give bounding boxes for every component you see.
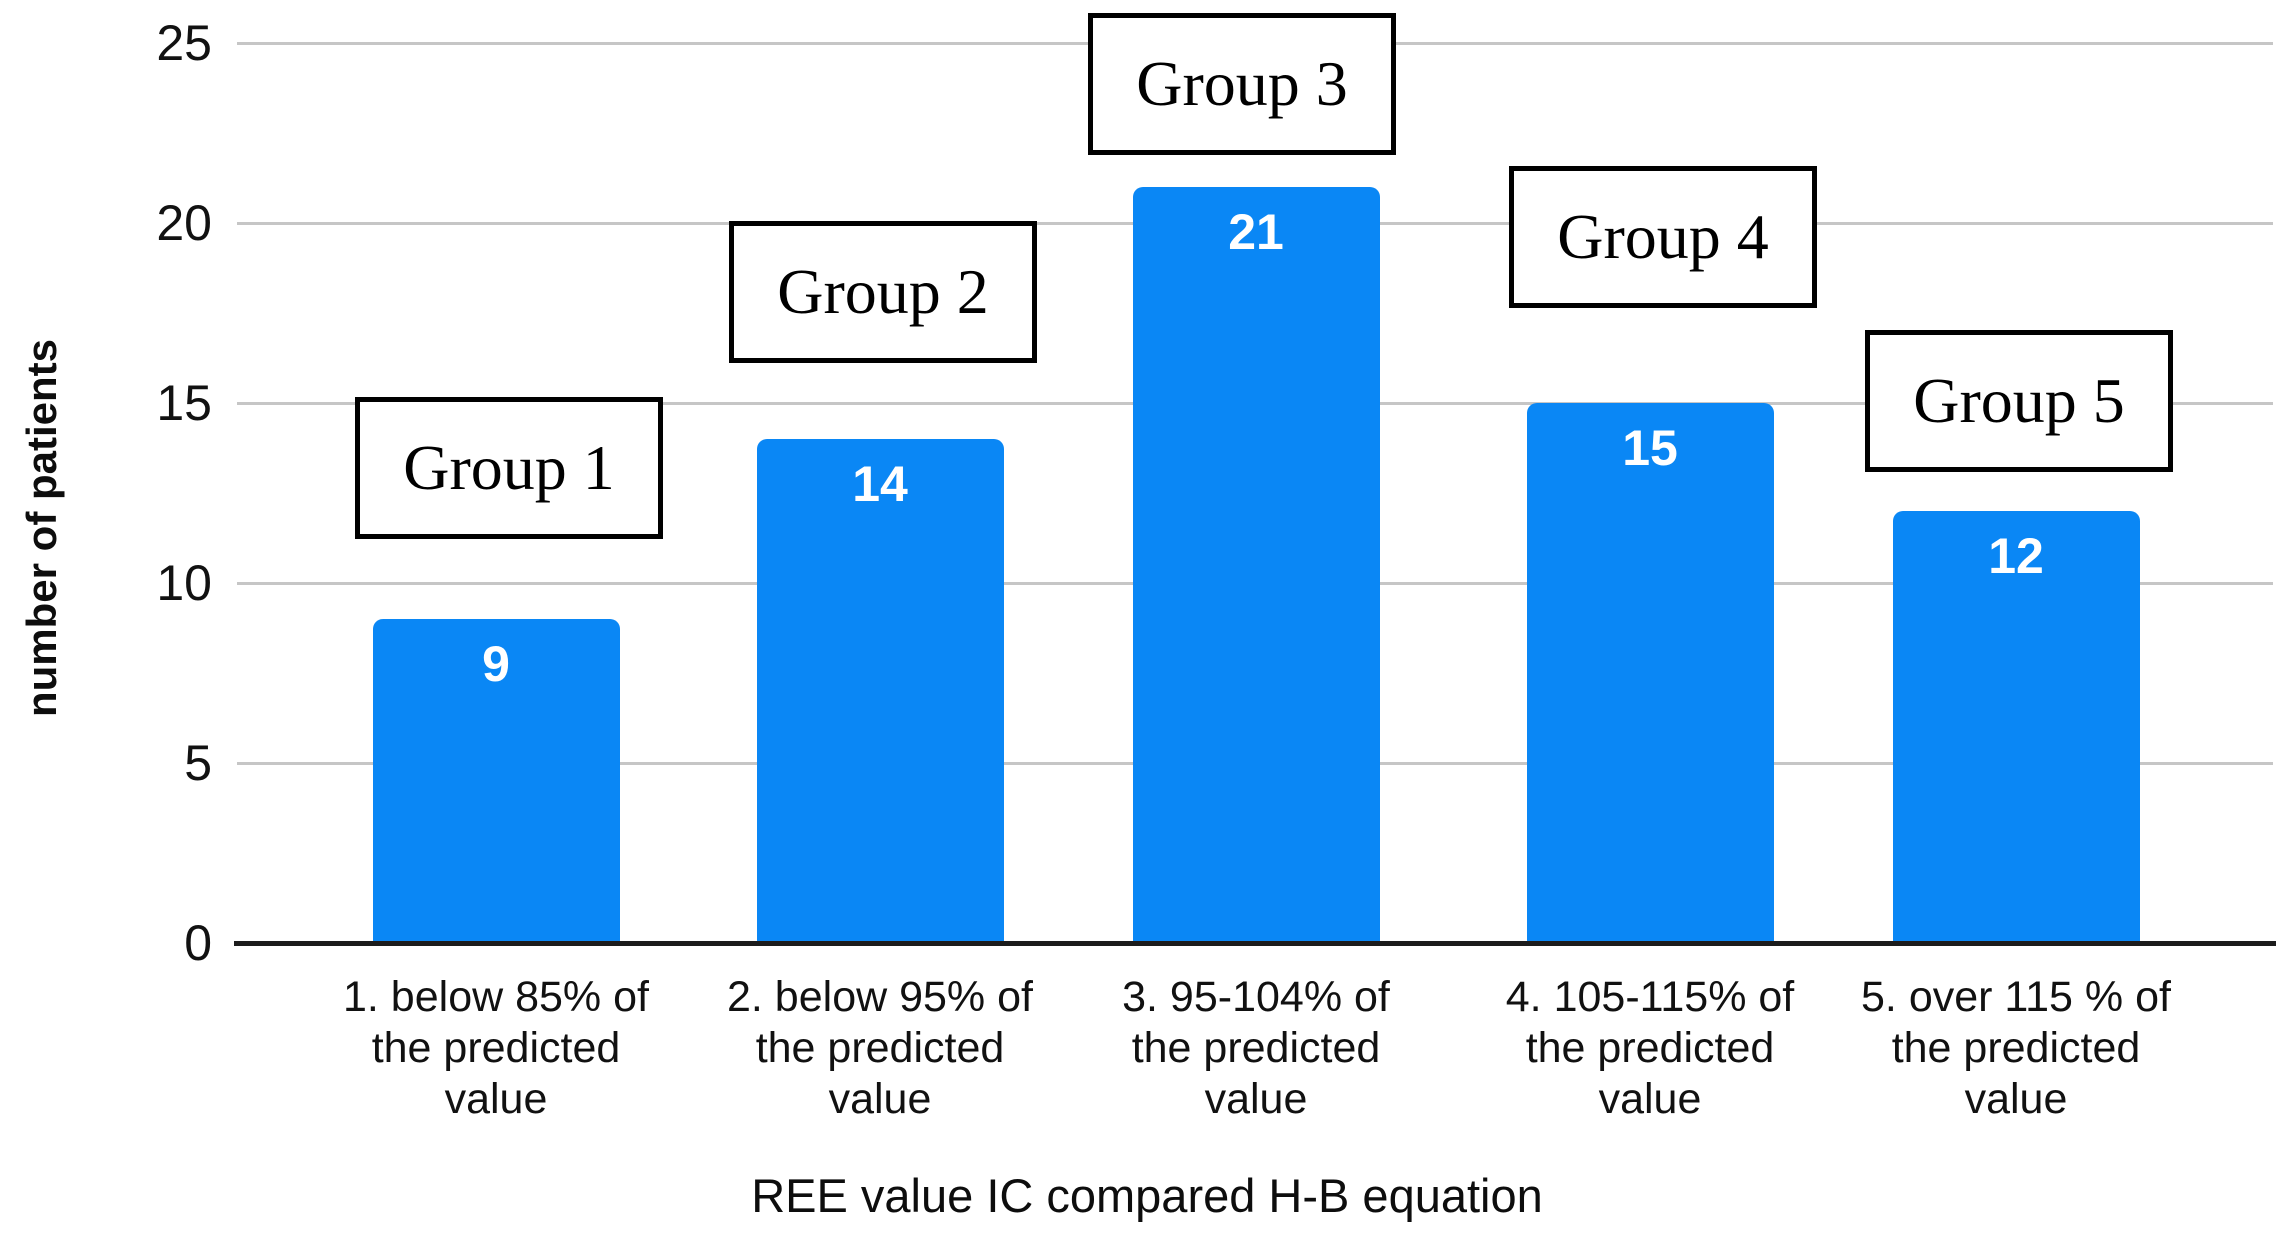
group-box-label: Group 2 xyxy=(777,256,989,327)
bar-value-label: 12 xyxy=(1988,528,2044,584)
y-tick-label: 15 xyxy=(156,375,212,431)
group-box-label: Group 4 xyxy=(1557,201,1769,272)
x-axis-title: REE value IC compared H-B equation xyxy=(751,1169,1543,1222)
bar-3: 21 xyxy=(1132,187,1380,943)
x-category-label-line: value xyxy=(1204,1075,1308,1123)
y-tick-label: 25 xyxy=(156,15,212,71)
y-tick-label: 10 xyxy=(156,555,212,611)
x-category-label-line: value xyxy=(1598,1075,1702,1123)
group-box-3: Group 3 xyxy=(1088,13,1396,155)
x-category-label-4: 4. 105-115% of the predicted value xyxy=(1415,972,1885,1125)
y-tick-label: 5 xyxy=(184,735,212,791)
x-category-label-line: 3. 95-104% of xyxy=(1122,973,1390,1021)
y-tick-label: 0 xyxy=(184,915,212,971)
bar-value-label: 14 xyxy=(852,456,908,512)
x-category-label-line: 2. below 95% of xyxy=(727,973,1033,1021)
x-category-label-line: 5. over 115 % of xyxy=(1861,973,2171,1021)
x-category-label-3: 3. 95-104% of the predicted value xyxy=(1021,972,1491,1125)
y-tick-label: 20 xyxy=(156,195,212,251)
x-category-label-line: the predicted xyxy=(1131,1024,1381,1072)
group-box-1: Group 1 xyxy=(355,397,663,539)
bar-5: 12 xyxy=(1892,511,2140,943)
bar-4: 15 xyxy=(1526,403,1774,943)
bar-value-label: 9 xyxy=(482,636,510,692)
x-category-label-line: value xyxy=(828,1075,932,1123)
x-category-label-1: 1. below 85% of the predicted value xyxy=(261,972,731,1125)
x-category-label-line: the predicted xyxy=(755,1024,1005,1072)
x-category-label-line: the predicted xyxy=(1891,1024,2141,1072)
group-box-2: Group 2 xyxy=(729,221,1037,363)
x-category-label-5: 5. over 115 % of the predicted value xyxy=(1781,972,2251,1125)
group-box-label: Group 3 xyxy=(1136,48,1348,119)
x-category-label-line: the predicted xyxy=(1525,1024,1775,1072)
x-axis-line xyxy=(234,941,2276,946)
group-box-5: Group 5 xyxy=(1865,330,2173,472)
group-box-label: Group 1 xyxy=(403,432,615,503)
bar-1: 9 xyxy=(372,619,620,943)
y-axis-title: number of patients xyxy=(18,338,65,718)
x-category-label-2: 2. below 95% of the predicted value xyxy=(645,972,1115,1125)
group-box-4: Group 4 xyxy=(1509,166,1817,308)
x-category-label-line: 4. 105-115% of xyxy=(1505,973,1795,1021)
bar-2: 14 xyxy=(756,439,1004,943)
x-category-label-line: the predicted xyxy=(371,1024,621,1072)
x-category-label-line: value xyxy=(1964,1075,2068,1123)
x-category-label-line: value xyxy=(444,1075,548,1123)
bar-value-label: 15 xyxy=(1622,420,1678,476)
bar-value-label: 21 xyxy=(1228,204,1284,260)
x-category-label-line: 1. below 85% of xyxy=(343,973,649,1021)
group-box-label: Group 5 xyxy=(1913,365,2125,436)
